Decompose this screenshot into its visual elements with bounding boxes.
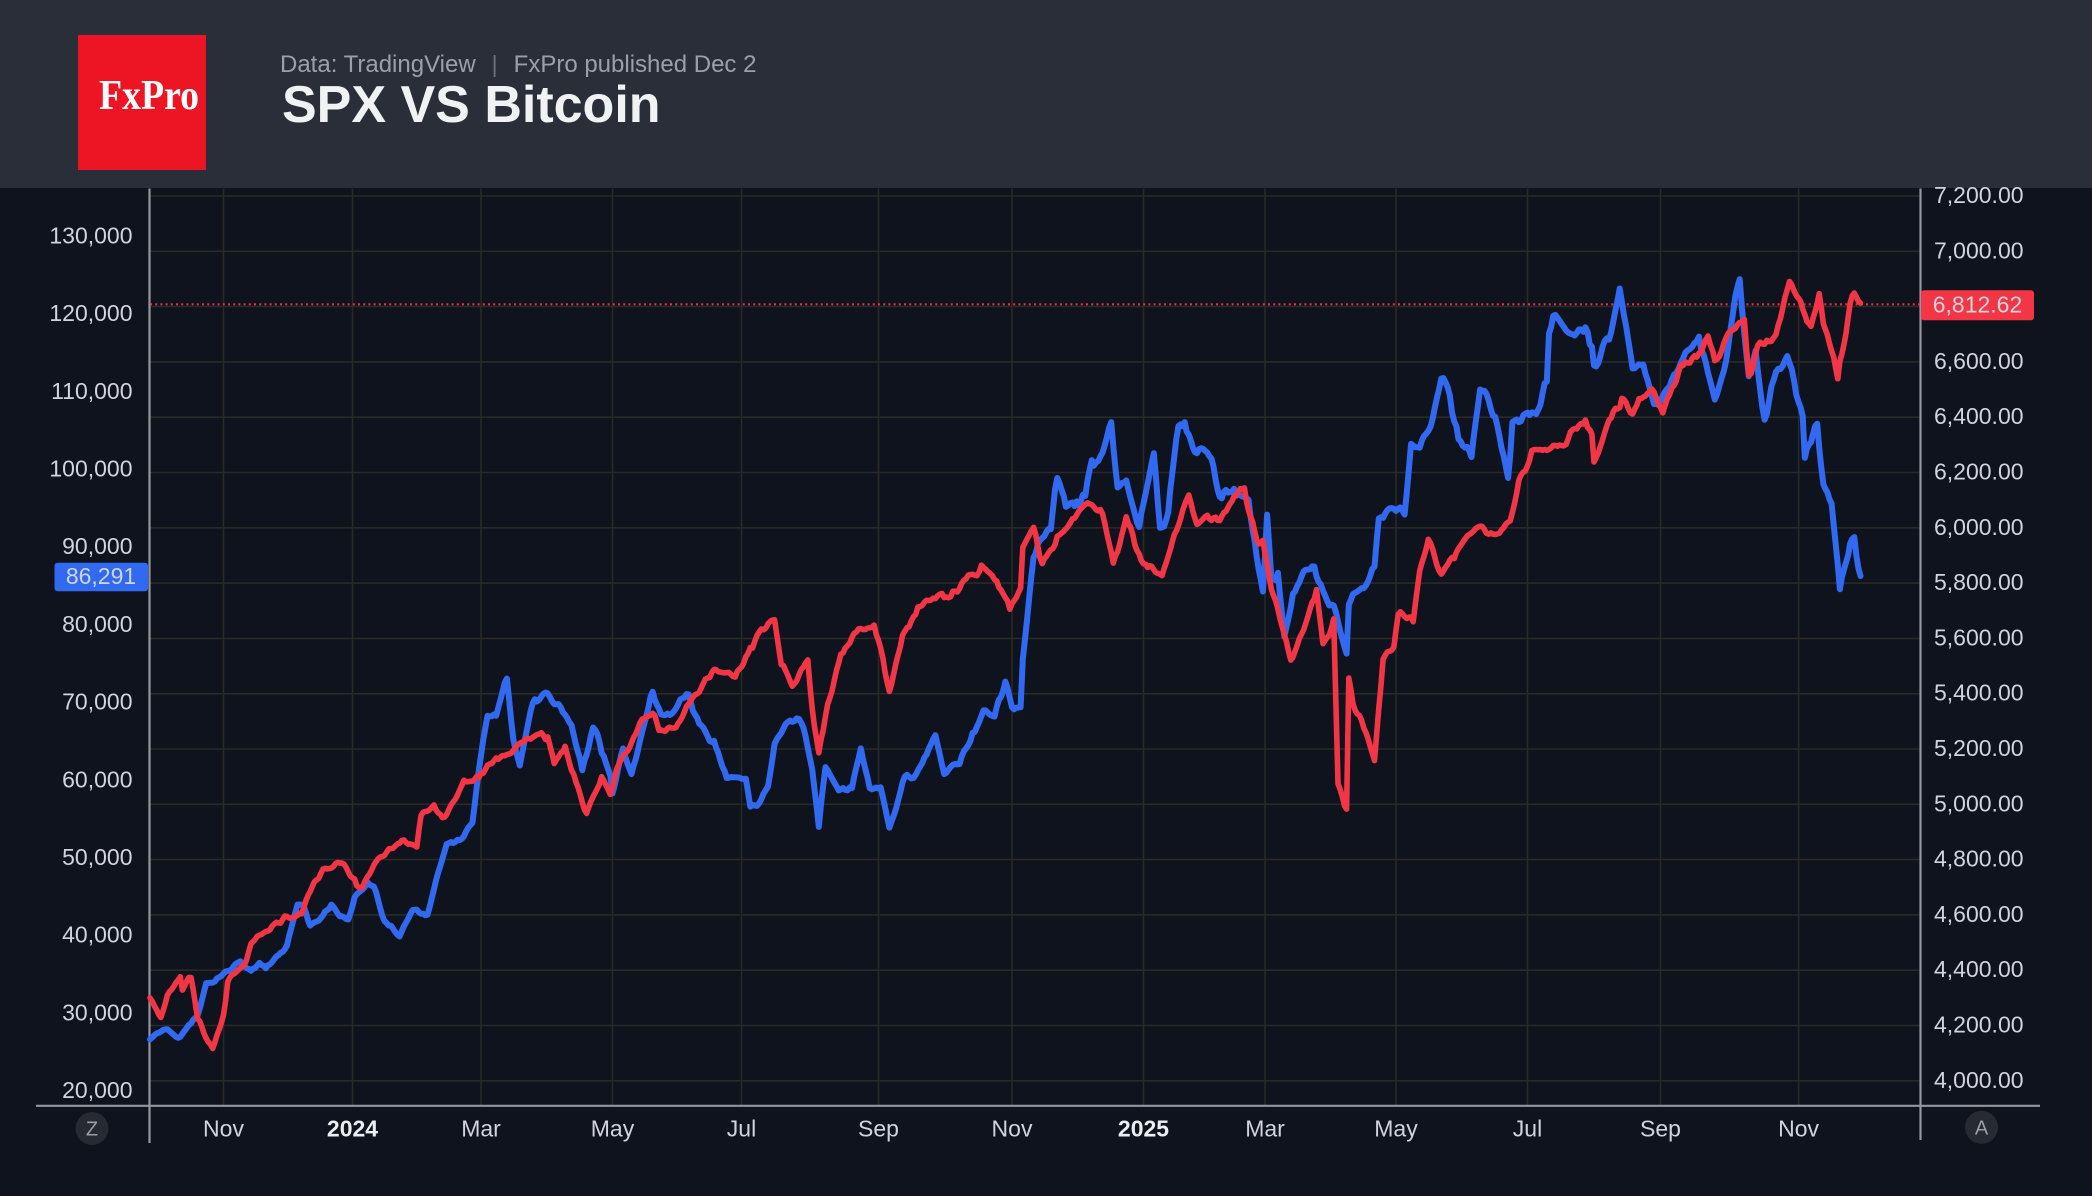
svg-text:Sep: Sep: [1640, 1116, 1681, 1142]
svg-text:6,200.00: 6,200.00: [1934, 459, 2024, 485]
svg-text:Sep: Sep: [858, 1116, 899, 1142]
svg-text:130,000: 130,000: [49, 222, 132, 248]
svg-text:4,600.00: 4,600.00: [1934, 901, 2024, 927]
svg-text:6,600.00: 6,600.00: [1934, 348, 2024, 374]
svg-text:4,200.00: 4,200.00: [1934, 1012, 2024, 1038]
svg-text:5,600.00: 5,600.00: [1934, 624, 2024, 650]
svg-text:60,000: 60,000: [62, 766, 132, 792]
svg-text:5,800.00: 5,800.00: [1934, 569, 2024, 595]
svg-text:4,000.00: 4,000.00: [1934, 1067, 2024, 1093]
svg-text:4,400.00: 4,400.00: [1934, 956, 2024, 982]
svg-text:110,000: 110,000: [51, 378, 132, 404]
svg-text:2024: 2024: [327, 1116, 378, 1142]
svg-text:May: May: [1374, 1116, 1418, 1142]
svg-text:5,400.00: 5,400.00: [1934, 680, 2024, 706]
svg-text:7,000.00: 7,000.00: [1934, 237, 2024, 263]
svg-text:50,000: 50,000: [62, 844, 132, 870]
svg-text:120,000: 120,000: [49, 300, 132, 326]
svg-text:6,000.00: 6,000.00: [1934, 514, 2024, 540]
svg-text:70,000: 70,000: [62, 689, 132, 715]
svg-text:5,200.00: 5,200.00: [1934, 735, 2024, 761]
svg-text:Jul: Jul: [727, 1116, 756, 1142]
svg-text:May: May: [591, 1116, 635, 1142]
svg-text:Nov: Nov: [992, 1116, 1033, 1142]
svg-text:6,400.00: 6,400.00: [1934, 403, 2024, 429]
svg-text:86,291: 86,291: [66, 563, 136, 589]
svg-text:Mar: Mar: [461, 1116, 501, 1142]
svg-text:7,200.00: 7,200.00: [1934, 182, 2024, 208]
svg-text:6,812.62: 6,812.62: [1933, 291, 2023, 317]
svg-text:30,000: 30,000: [62, 999, 132, 1025]
svg-text:Nov: Nov: [1778, 1116, 1819, 1142]
svg-text:100,000: 100,000: [49, 456, 132, 482]
svg-text:40,000: 40,000: [62, 922, 132, 948]
svg-text:80,000: 80,000: [62, 611, 132, 637]
svg-text:90,000: 90,000: [62, 533, 132, 559]
svg-text:20,000: 20,000: [62, 1077, 132, 1103]
svg-text:Nov: Nov: [203, 1116, 244, 1142]
svg-text:Mar: Mar: [1245, 1116, 1285, 1142]
svg-text:2025: 2025: [1118, 1116, 1169, 1142]
svg-text:A: A: [1975, 1117, 1989, 1139]
svg-text:4,800.00: 4,800.00: [1934, 846, 2024, 872]
svg-text:Z: Z: [86, 1119, 98, 1141]
svg-text:Jul: Jul: [1513, 1116, 1542, 1142]
svg-text:5,000.00: 5,000.00: [1934, 790, 2024, 816]
